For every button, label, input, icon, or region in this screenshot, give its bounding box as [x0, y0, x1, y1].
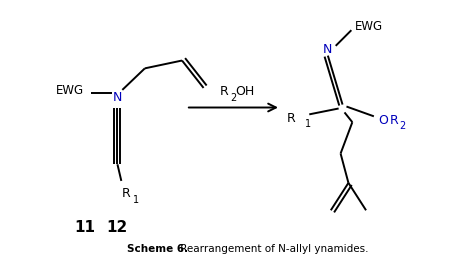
Text: Rearrangement of N-allyl ynamides.: Rearrangement of N-allyl ynamides. [177, 244, 369, 254]
Text: R: R [220, 85, 229, 98]
Text: 2: 2 [399, 121, 406, 131]
Text: 2: 2 [230, 93, 237, 103]
Text: EWG: EWG [355, 20, 383, 33]
Text: O: O [378, 114, 388, 127]
Text: R: R [121, 187, 130, 200]
Text: N: N [323, 43, 333, 56]
Text: 12: 12 [107, 220, 128, 235]
Text: Scheme 6.: Scheme 6. [127, 244, 188, 254]
Text: 1: 1 [305, 119, 312, 129]
Text: R: R [390, 114, 398, 127]
Text: R: R [287, 112, 296, 125]
Text: EWG: EWG [56, 84, 84, 97]
Text: 1: 1 [133, 194, 139, 205]
Text: OH: OH [235, 85, 255, 98]
Text: 11: 11 [75, 220, 95, 235]
Text: N: N [113, 91, 122, 104]
